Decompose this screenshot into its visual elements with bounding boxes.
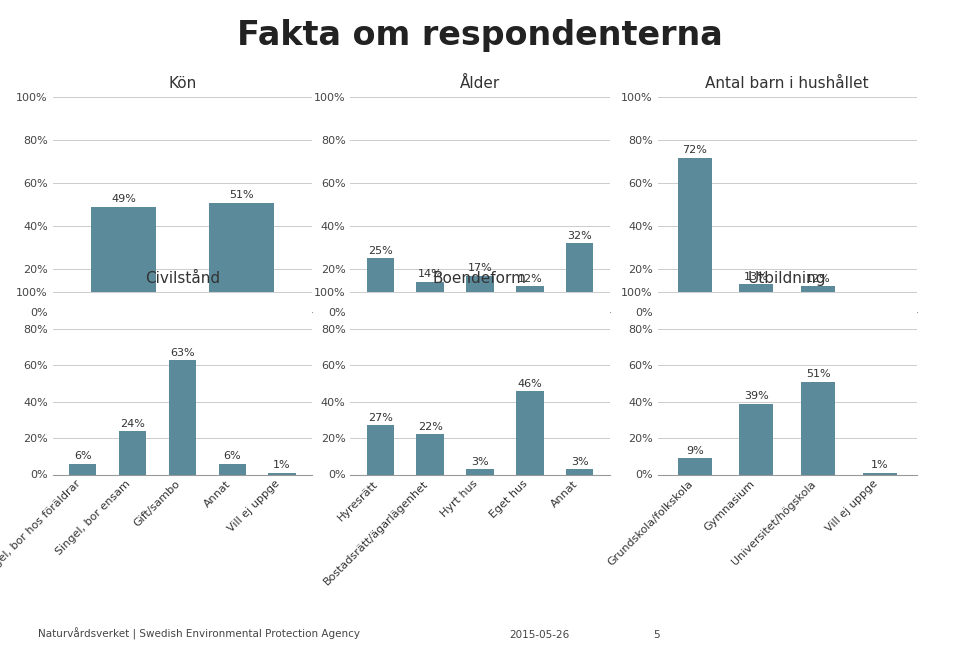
Text: 25%: 25% — [368, 246, 393, 256]
Text: 3%: 3% — [571, 457, 588, 467]
Title: Boendeform: Boendeform — [433, 271, 527, 286]
Bar — [739, 404, 774, 474]
Bar — [516, 391, 543, 474]
Bar — [863, 473, 897, 474]
Bar — [367, 258, 394, 312]
Text: Fakta om respondenterna: Fakta om respondenterna — [237, 20, 723, 53]
Bar — [367, 425, 394, 474]
Bar — [566, 243, 593, 312]
Text: 2015-05-26: 2015-05-26 — [509, 630, 569, 640]
Bar — [417, 282, 444, 312]
Bar — [209, 203, 274, 312]
Bar — [119, 431, 146, 474]
Text: 39%: 39% — [744, 391, 769, 401]
Text: 12%: 12% — [805, 274, 830, 283]
Bar — [417, 434, 444, 474]
Bar — [566, 469, 593, 474]
Text: 6%: 6% — [74, 451, 91, 462]
Text: 13%: 13% — [744, 272, 769, 281]
Text: 5: 5 — [653, 630, 660, 640]
Title: Utbildning: Utbildning — [748, 271, 827, 286]
Bar — [219, 463, 246, 474]
Bar — [801, 286, 835, 312]
Text: 1%: 1% — [274, 460, 291, 471]
Title: Antal barn i hushållet: Antal barn i hushållet — [706, 76, 869, 91]
Title: Kön: Kön — [168, 76, 197, 91]
Bar — [467, 276, 493, 312]
Text: 3%: 3% — [871, 293, 889, 303]
Text: 51%: 51% — [229, 190, 253, 200]
Text: 46%: 46% — [517, 378, 542, 389]
Text: 72%: 72% — [683, 145, 708, 155]
Text: 14%: 14% — [418, 269, 443, 280]
Text: 22%: 22% — [418, 422, 443, 432]
Text: 12%: 12% — [517, 274, 542, 283]
Bar — [678, 157, 711, 312]
Text: 51%: 51% — [805, 369, 830, 380]
Bar — [91, 207, 156, 312]
Bar — [801, 382, 835, 474]
Text: 63%: 63% — [170, 348, 195, 358]
Bar — [739, 284, 774, 312]
Bar — [467, 469, 493, 474]
Text: 1%: 1% — [871, 460, 889, 471]
Bar — [863, 306, 897, 312]
Text: 9%: 9% — [685, 446, 704, 456]
Text: 3%: 3% — [471, 457, 489, 467]
Text: 32%: 32% — [567, 231, 592, 240]
Bar — [169, 360, 196, 474]
Text: Naturvårdsverket | Swedish Environmental Protection Agency: Naturvårdsverket | Swedish Environmental… — [38, 628, 360, 640]
Bar — [516, 286, 543, 312]
Bar — [678, 458, 711, 474]
Bar — [269, 473, 296, 474]
Text: 49%: 49% — [111, 194, 136, 204]
Text: 6%: 6% — [224, 451, 241, 462]
Title: Civilstånd: Civilstånd — [145, 271, 220, 286]
Text: 24%: 24% — [120, 419, 145, 428]
Title: Ålder: Ålder — [460, 76, 500, 91]
Bar — [69, 463, 96, 474]
Text: 17%: 17% — [468, 263, 492, 273]
Text: 27%: 27% — [368, 413, 393, 423]
